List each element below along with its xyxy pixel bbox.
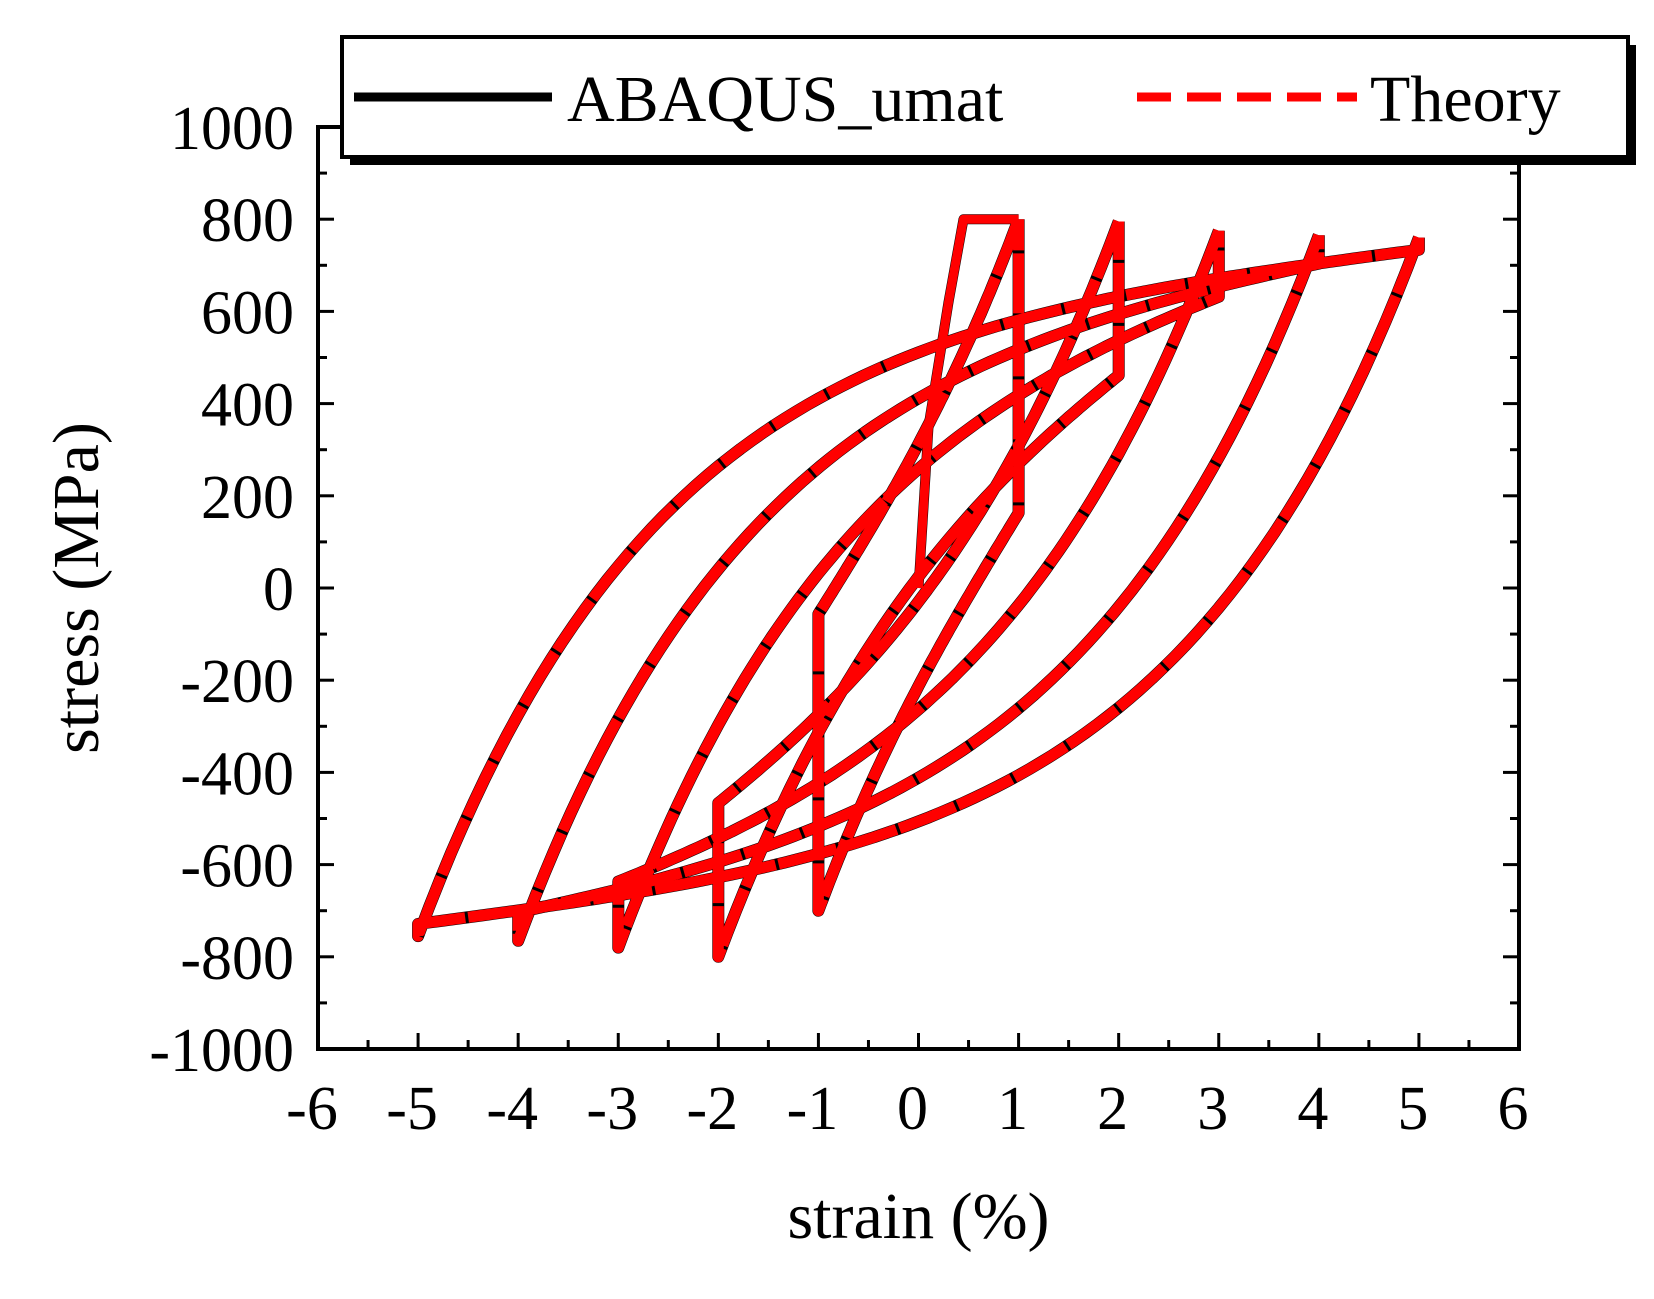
y-tick-label: 200 — [201, 464, 294, 532]
labels-layer: -6 -5 -4 -3 -2 -1 0 1 2 3 4 5 6 -1000 -800 -600 -400 -200… — [40, 95, 1529, 1253]
x-tick-label: 4 — [1297, 1075, 1328, 1143]
series-theory-loop-4 — [512, 233, 1325, 947]
y-tick-label: -200 — [180, 648, 294, 716]
y-tick-label: -1000 — [149, 1017, 294, 1085]
legend-box — [340, 35, 1630, 159]
y-tick-label: 400 — [201, 372, 294, 440]
x-tick-label: -1 — [787, 1075, 839, 1143]
y-tick-label: -600 — [180, 833, 294, 901]
x-tick-label: 2 — [1097, 1075, 1128, 1143]
series-theory-loop-3 — [612, 228, 1225, 954]
x-tick-label: 0 — [897, 1075, 928, 1143]
x-tick-label: 5 — [1397, 1075, 1428, 1143]
series-theory-loop-2 — [712, 219, 1125, 963]
x-tick-label: -4 — [486, 1075, 538, 1143]
x-tick-label: 3 — [1197, 1075, 1228, 1143]
y-tick-label: 0 — [263, 556, 294, 624]
x-tick-label: -3 — [586, 1075, 638, 1143]
legend-label-abaqus: ABAQUS_umat — [567, 63, 1003, 136]
y-tick-label: 1000 — [170, 95, 294, 163]
y-tick-label: -800 — [180, 925, 294, 993]
x-tick-label: -6 — [286, 1075, 338, 1143]
curves-layer — [412, 214, 1425, 963]
series-theory-loop-5 — [412, 235, 1425, 942]
legend-label-theory: Theory — [1370, 63, 1561, 136]
y-tick-label: -400 — [180, 740, 294, 808]
y-tick-label: 800 — [201, 187, 294, 255]
series-theory-initial-loading — [914, 214, 1019, 589]
x-tick-label: -2 — [687, 1075, 739, 1143]
x-tick-label: 1 — [997, 1075, 1028, 1143]
x-tick-label: -5 — [386, 1075, 438, 1143]
y-axis-title: stress (MPa) — [40, 422, 113, 754]
x-axis-title: strain (%) — [787, 1180, 1049, 1253]
legend: ABAQUS_umat Theory — [340, 35, 1636, 165]
x-tick-label: 6 — [1498, 1075, 1529, 1143]
y-tick-label: 600 — [201, 279, 294, 347]
